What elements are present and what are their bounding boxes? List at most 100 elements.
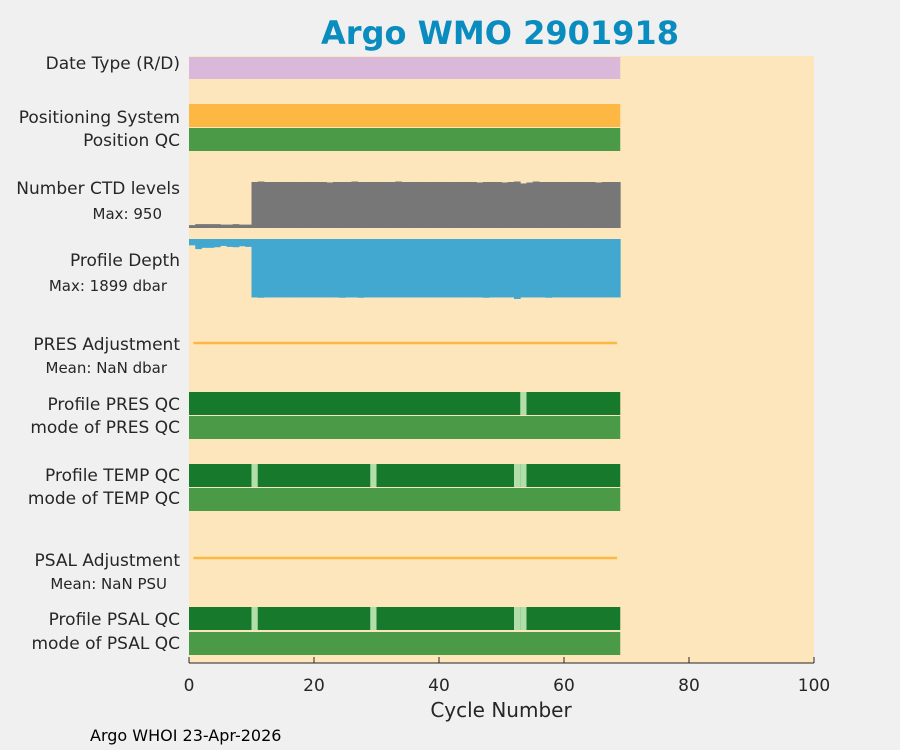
depth-bar — [507, 239, 515, 298]
ctd-bar — [614, 182, 621, 228]
x-tick-label: 60 — [553, 676, 575, 696]
x-tick-label: 40 — [428, 676, 450, 696]
depth-bar — [382, 239, 390, 298]
ctd-bar — [326, 182, 334, 228]
ctd-bar — [251, 182, 259, 228]
qc-flag-cell — [514, 464, 521, 487]
ctd-bar — [264, 182, 271, 228]
depth-bar — [426, 239, 434, 298]
depth-bar — [270, 239, 277, 298]
depth-bar — [432, 239, 440, 298]
ctd-bar — [307, 182, 315, 228]
depth-bar — [232, 239, 240, 248]
band-profile-psal-qc — [189, 607, 621, 630]
ctd-bar — [407, 182, 415, 228]
depth-bar — [520, 239, 527, 298]
ctd-bar — [470, 182, 477, 228]
qc-flag-cell — [520, 607, 527, 630]
label-mode-pres-qc: mode of PRES QC — [30, 418, 180, 438]
depth-bar — [614, 239, 621, 298]
depth-bar — [314, 239, 321, 298]
label-profile-psal-qc: Profile PSAL QC — [49, 610, 180, 630]
depth-bar — [489, 239, 496, 298]
ctd-bar — [607, 182, 615, 228]
ctd-bar — [551, 182, 559, 228]
depth-bar — [201, 239, 209, 248]
ctd-bar — [532, 181, 540, 228]
depth-bar — [357, 239, 365, 298]
band-profile-pres-qc — [189, 392, 621, 415]
ctd-bar — [564, 182, 571, 228]
depth-bar — [470, 239, 477, 298]
depth-bar — [326, 239, 334, 298]
ctd-bar — [314, 182, 321, 228]
ctd-bar — [370, 182, 377, 228]
depth-bar — [307, 239, 315, 298]
depth-bar — [545, 239, 552, 298]
ctd-bar — [601, 182, 609, 228]
x-tick-label: 20 — [303, 676, 325, 696]
ctd-bar — [526, 182, 534, 228]
label-pres-adjustment: PRES Adjustment — [33, 335, 180, 355]
depth-bar — [195, 239, 202, 250]
depth-bar — [345, 239, 352, 298]
ctd-bar — [507, 182, 515, 228]
qc-flag-cell — [520, 392, 527, 415]
ctd-bar — [207, 224, 215, 228]
depth-bar — [582, 239, 590, 298]
depth-bar — [445, 239, 452, 298]
ctd-bar — [245, 224, 252, 228]
qc-flag-cell — [370, 464, 377, 487]
ctd-bar — [570, 182, 577, 228]
depth-bar — [607, 239, 615, 298]
ctd-bar — [489, 182, 496, 228]
ctd-max-label: Max: 950 — [93, 205, 162, 223]
ctd-bar — [451, 182, 459, 228]
depth-bar — [395, 239, 402, 298]
ctd-bar — [439, 182, 446, 228]
depth-bar — [482, 239, 490, 298]
depth-bar — [526, 239, 534, 298]
label-ctd-levels: Number CTD levels — [16, 179, 180, 199]
depth-bar — [495, 239, 502, 298]
depth-bar — [451, 239, 459, 298]
depth-bar — [207, 239, 215, 248]
ctd-bar — [270, 182, 277, 228]
depth-bar — [239, 239, 246, 247]
label-data-type: Date Type (R/D) — [46, 54, 180, 74]
x-axis-label: Cycle Number — [430, 698, 572, 722]
ctd-bar — [589, 182, 596, 228]
depth-bar — [339, 239, 346, 298]
ctd-bar — [495, 182, 502, 228]
label-psal-adjustment: PSAL Adjustment — [35, 551, 181, 571]
ctd-bar — [576, 182, 584, 228]
psal-mean-label: Mean: NaN PSU — [50, 575, 167, 593]
depth-bar — [389, 239, 396, 298]
ctd-bar — [445, 182, 452, 228]
chart-title: Argo WMO 2901918 — [321, 14, 679, 52]
depth-bar — [257, 239, 265, 298]
depth-bar — [282, 239, 290, 298]
depth-bar — [457, 239, 465, 298]
qc-flag-cell — [520, 464, 527, 487]
depth-bar — [576, 239, 584, 298]
band-profile-temp-qc — [189, 464, 621, 487]
x-tick-label: 0 — [184, 676, 195, 696]
x-tick-label: 80 — [678, 676, 700, 696]
ctd-bar — [557, 182, 565, 228]
label-profile-temp-qc: Profile TEMP QC — [45, 466, 180, 486]
ctd-bar — [357, 182, 365, 228]
ctd-bar — [364, 182, 371, 228]
ctd-bar — [232, 224, 240, 228]
depth-bar — [364, 239, 371, 298]
ctd-bar — [464, 182, 471, 228]
ctd-bar — [395, 181, 402, 228]
ctd-bar — [282, 182, 290, 228]
band-mode-temp-qc — [189, 488, 621, 511]
ctd-bar — [301, 182, 309, 228]
depth-bar — [351, 239, 359, 298]
depth-bar — [601, 239, 609, 298]
ctd-bar — [514, 181, 521, 228]
depth-bar — [464, 239, 471, 298]
